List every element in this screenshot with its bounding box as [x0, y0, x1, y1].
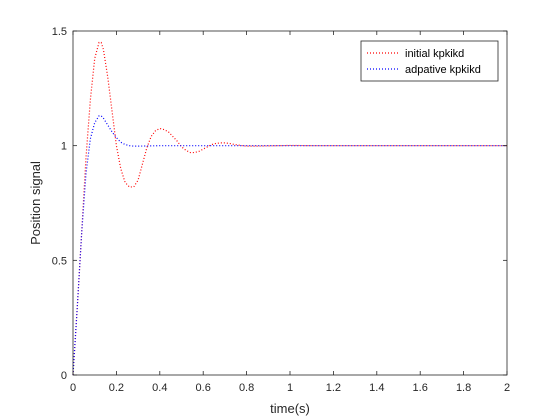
x-tick-label: 2: [504, 382, 510, 394]
legend-label-2: adpative kpkikd: [405, 64, 481, 76]
y-tick-label: 1: [61, 141, 67, 153]
series-line-2: [72, 115, 507, 376]
y-tick-label: 0.5: [52, 255, 67, 267]
legend-box: [360, 40, 499, 82]
x-axis-title: time(s): [270, 401, 310, 416]
plot-area: [73, 31, 507, 375]
series-line-1: [72, 41, 507, 376]
y-tick-label: 1.5: [52, 26, 67, 38]
legend: initial kpkikd adpative kpkikd: [360, 40, 499, 82]
x-tick-label: 1.6: [413, 382, 428, 394]
x-tick-label: 0: [70, 382, 76, 394]
x-tick-label: 0.4: [152, 382, 167, 394]
legend-label-1: initial kpkikd: [405, 48, 464, 60]
series-layer: [72, 41, 507, 376]
x-tick-label: 1.4: [369, 382, 384, 394]
y-axis-title: Position signal: [28, 161, 43, 245]
x-tick-label: 0.6: [196, 382, 211, 394]
x-tick-label: 0.2: [109, 382, 124, 394]
x-tick-label: 1.8: [456, 382, 471, 394]
ticks-layer: 0 0.2 0.4 0.6 0.8 1 1.2 1.4 1.6 1.8 2 0 0.5 1 1.5: [52, 26, 510, 394]
y-tick-label: 0: [61, 370, 67, 382]
x-tick-label: 1.2: [326, 382, 341, 394]
x-tick-label: 0.8: [239, 382, 254, 394]
x-tick-label: 1: [287, 382, 293, 394]
